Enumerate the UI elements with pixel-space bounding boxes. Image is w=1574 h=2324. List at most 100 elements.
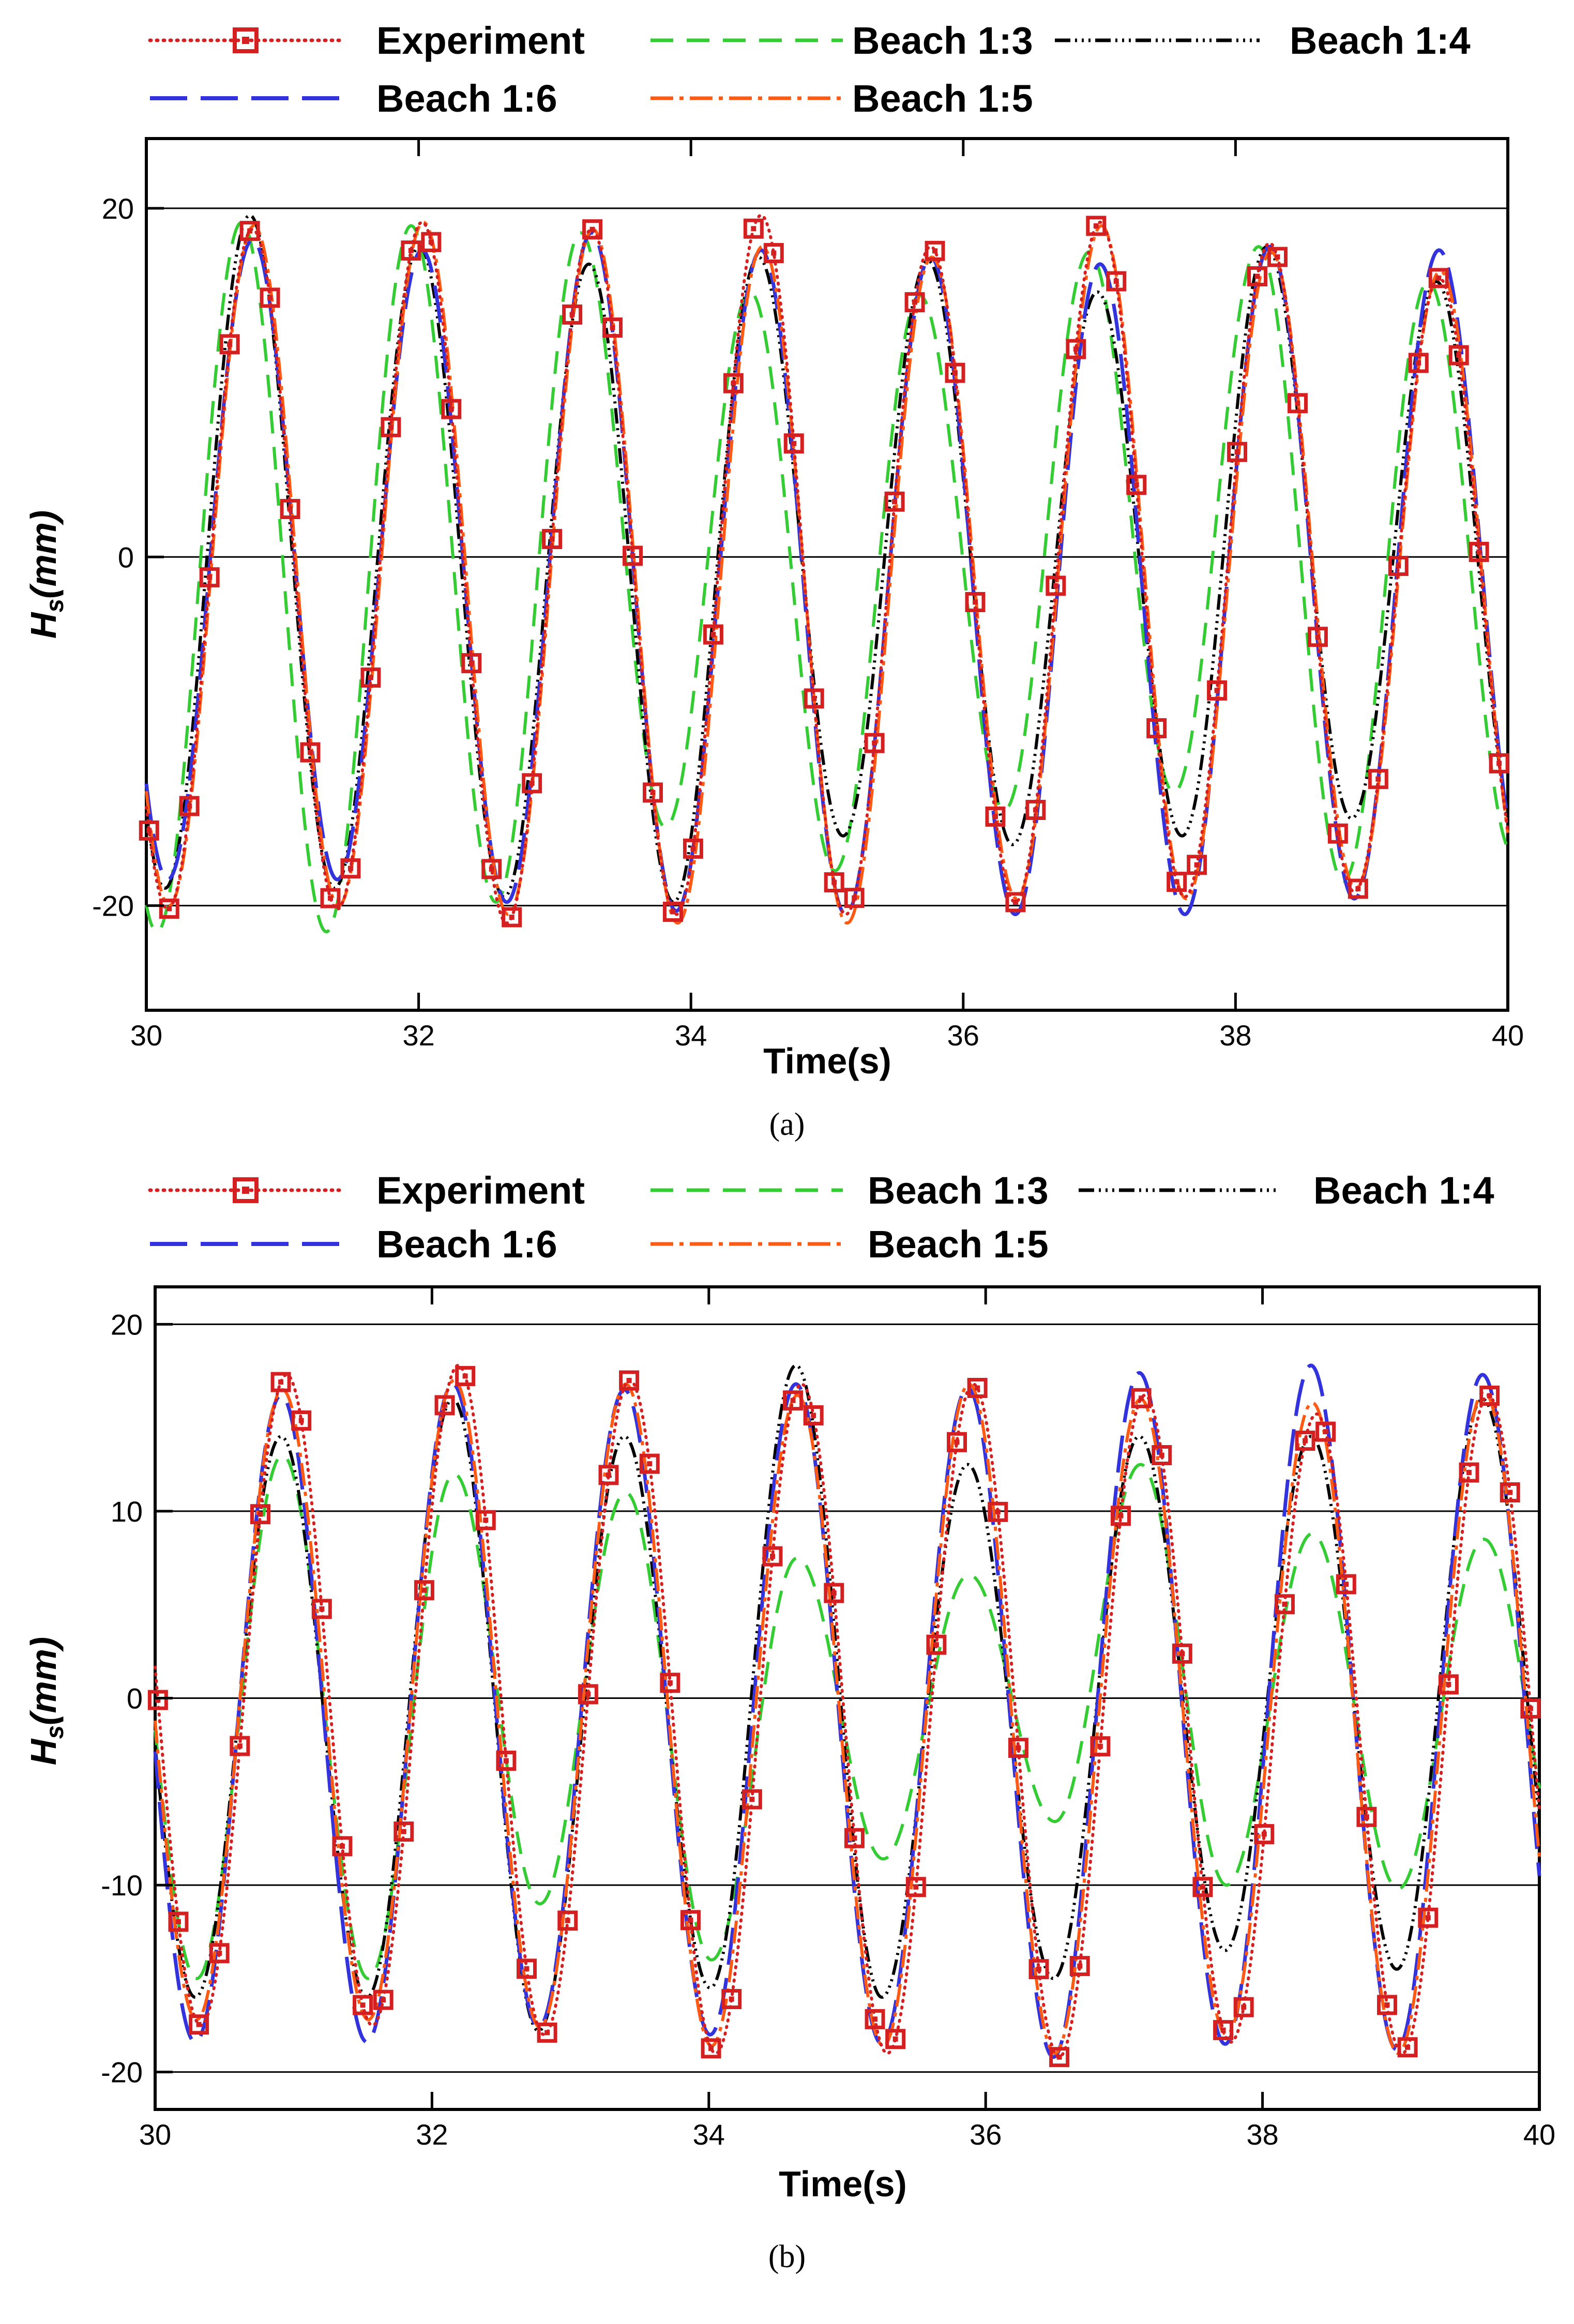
experiment-marker-a-63 <box>1408 353 1429 373</box>
experiment-marker-dot-b-9 <box>339 1843 345 1849</box>
experiment-marker-b-39 <box>947 1432 967 1452</box>
experiment-marker-a-19 <box>522 773 542 794</box>
experiment-marker-dot-b-55 <box>1282 1601 1288 1607</box>
caption-a: (a) <box>769 1107 805 1142</box>
experiment-marker-dot-a-10 <box>347 865 353 871</box>
experiment-marker-dot-b-7 <box>298 1418 304 1423</box>
experiment-marker-dot-b-30 <box>769 1554 775 1559</box>
experiment-marker-a-0 <box>139 820 159 841</box>
y-tick-label-b-10: 10 <box>111 1495 143 1528</box>
y-axis-label-a: Hs(mm) <box>23 510 69 639</box>
experiment-marker-a-44 <box>1025 799 1046 820</box>
experiment-marker-dot-b-48 <box>1139 1395 1144 1401</box>
experiment-marker-b-13 <box>414 1580 434 1601</box>
experiment-marker-a-11 <box>360 667 381 688</box>
experiment-marker-a-65 <box>1448 345 1469 366</box>
experiment-marker-dot-a-25 <box>650 789 656 795</box>
experiment-marker-a-41 <box>965 592 986 613</box>
experiment-marker-dot-a-57 <box>1295 400 1300 406</box>
experiment-marker-dot-b-6 <box>278 1379 284 1385</box>
experiment-marker-b-34 <box>844 1828 865 1848</box>
experiment-marker-b-25 <box>660 1673 680 1693</box>
experiment-marker-dot-a-31 <box>771 250 777 256</box>
experiment-marker-b-63 <box>1438 1674 1459 1695</box>
experiment-marker-a-16 <box>461 653 482 674</box>
experiment-marker-b-15 <box>455 1366 476 1387</box>
legend-marker-experiment-b <box>233 1177 259 1203</box>
experiment-marker-b-26 <box>680 1910 701 1931</box>
y-axis-b: -20 -10 0 10 20 <box>101 1308 173 2089</box>
experiment-marker-a-23 <box>602 317 623 338</box>
experiment-marker-b-49 <box>1152 1445 1172 1465</box>
experiment-marker-dot-a-15 <box>448 406 454 412</box>
experiment-marker-dot-a-26 <box>670 909 676 915</box>
experiment-marker-dot-b-59 <box>1364 1814 1369 1820</box>
experiment-marker-dot-a-14 <box>428 239 434 245</box>
legend-entry-beach-1-6: Beach 1:6 <box>150 77 557 120</box>
x-tick-label-a-40: 40 <box>1492 1019 1524 1052</box>
experiment-marker-b-43 <box>1028 1959 1049 1980</box>
experiment-marker-dot-b-46 <box>1097 1743 1103 1749</box>
y-tick-label-b--20: -20 <box>101 2056 143 2089</box>
experiment-marker-b-42 <box>1008 1738 1028 1758</box>
experiment-marker-dot-a-66 <box>1476 549 1482 555</box>
experiment-marker-b-57 <box>1315 1421 1336 1442</box>
experiment-marker-a-28 <box>703 624 723 645</box>
experiment-marker-dot-a-43 <box>1012 899 1018 905</box>
experiment-marker-dot-a-65 <box>1456 353 1462 358</box>
series-line-a-experiment <box>145 214 1509 925</box>
series-line-b-beach-1-5 <box>154 1378 1541 2055</box>
experiment-marker-a-43 <box>1005 892 1026 913</box>
experiment-marker-a-26 <box>662 901 683 922</box>
experiment-marker-dot-b-38 <box>933 1642 939 1648</box>
y-axis-label-b-sub: s <box>41 1725 69 1739</box>
experiment-marker-a-12 <box>381 417 401 437</box>
y-tick-label-a--20: -20 <box>92 890 134 922</box>
experiment-marker-dot-b-14 <box>442 1402 448 1408</box>
experiment-marker-dot-a-28 <box>710 632 716 637</box>
experiment-marker-a-1 <box>159 899 179 919</box>
experiment-marker-a-62 <box>1388 556 1409 576</box>
experiment-marker-b-23 <box>619 1370 640 1391</box>
experiment-marker-a-51 <box>1167 872 1187 892</box>
experiment-marker-a-57 <box>1287 393 1308 414</box>
legend-label-beach-1-5: Beach 1:5 <box>852 77 1033 120</box>
experiment-marker-b-33 <box>824 1583 844 1603</box>
x-tick-label-a-36: 36 <box>947 1019 979 1052</box>
experiment-marker-dot-a-7 <box>287 506 293 512</box>
series-line-b-experiment <box>154 1363 1541 2059</box>
experiment-marker-dot-b-5 <box>258 1511 263 1517</box>
x-tick-label-a-32: 32 <box>402 1019 434 1052</box>
experiment-marker-a-54 <box>1227 442 1248 462</box>
experiment-marker-b-53 <box>1233 1997 1254 2017</box>
experiment-marker-dot-a-61 <box>1375 776 1381 782</box>
experiment-marker-dot-a-67 <box>1496 761 1502 766</box>
experiment-marker-dot-a-2 <box>187 803 192 809</box>
experiment-marker-dot-b-37 <box>913 1884 919 1890</box>
experiment-marker-dot-b-13 <box>421 1587 427 1593</box>
experiment-marker-dot-b-36 <box>892 2036 898 2042</box>
experiment-marker-dot-a-34 <box>831 879 837 885</box>
experiment-marker-dot-b-43 <box>1036 1966 1041 1972</box>
experiment-marker-dot-a-64 <box>1436 275 1442 281</box>
experiment-marker-b-45 <box>1069 1956 1090 1977</box>
experiment-marker-dot-a-21 <box>569 312 575 317</box>
experiment-marker-dot-a-42 <box>992 814 998 819</box>
experiment-marker-a-29 <box>723 373 744 393</box>
gridlines-a <box>146 207 1508 907</box>
experiment-marker-dot-b-34 <box>852 1835 857 1841</box>
experiment-marker-a-42 <box>985 806 1006 827</box>
experiment-marker-dot-b-45 <box>1077 1963 1083 1969</box>
x-tick-label-b-40: 40 <box>1523 2118 1555 2151</box>
legend-label-beach-1-4-b: Beach 1:4 <box>1313 1169 1494 1212</box>
series-line-a-beach-1-5 <box>145 220 1509 925</box>
experiment-marker-dot-a-8 <box>308 750 313 755</box>
experiment-marker-dot-a-24 <box>630 553 635 559</box>
experiment-marker-dot-a-38 <box>912 299 918 305</box>
experiment-marker-a-37 <box>884 491 905 512</box>
experiment-marker-dot-b-19 <box>544 2030 550 2036</box>
experiment-marker-b-37 <box>905 1877 926 1897</box>
experiment-marker-b-67 <box>1520 1698 1541 1719</box>
experiment-marker-dot-b-53 <box>1241 2004 1247 2010</box>
experiment-marker-dot-a-23 <box>610 325 615 330</box>
